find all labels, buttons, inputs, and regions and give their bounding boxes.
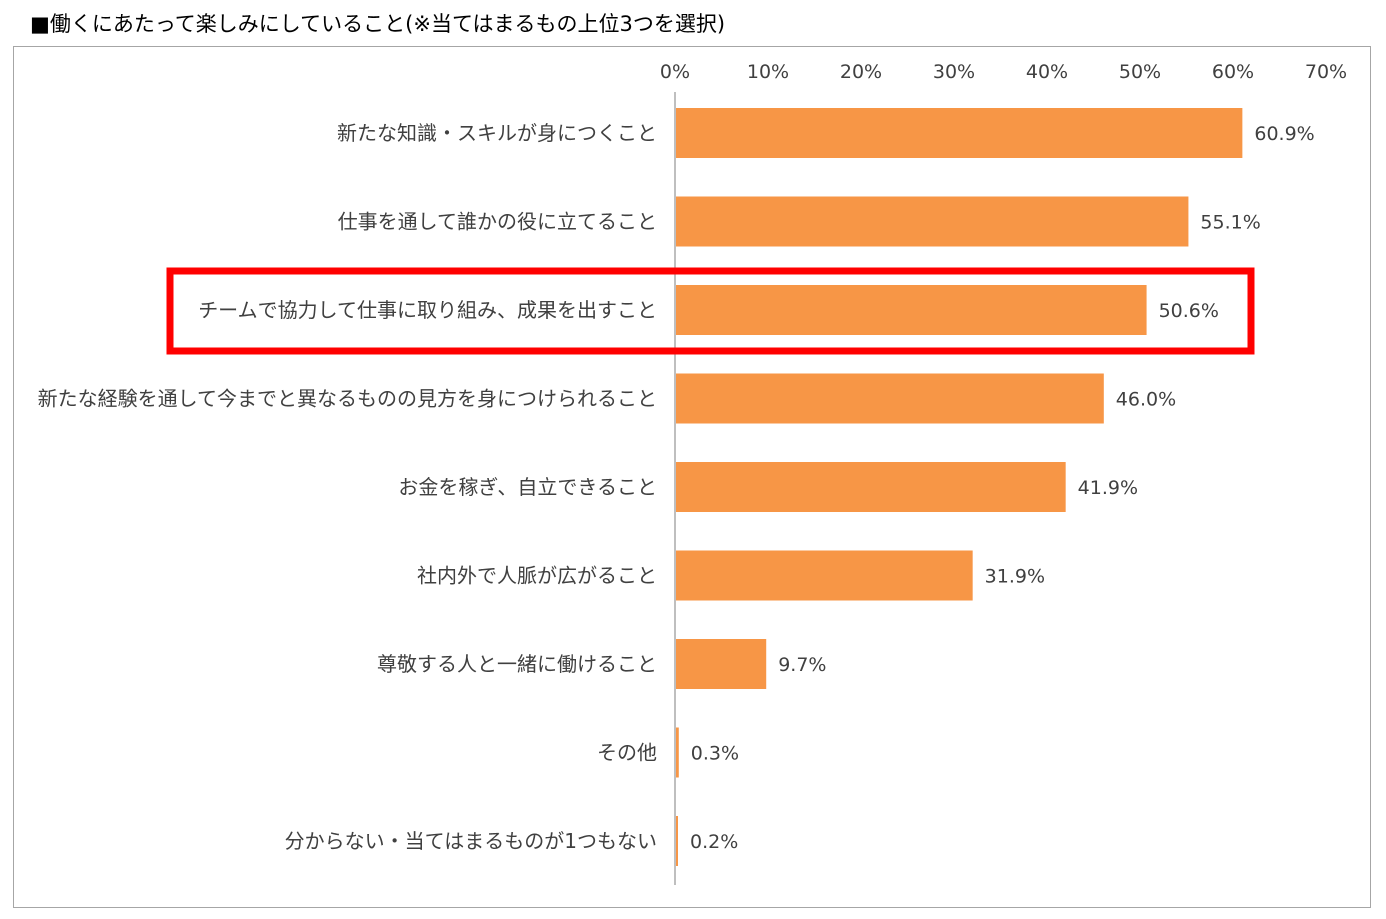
data-label: 60.9% (1254, 123, 1314, 145)
category-label: チームで協力して仕事に取り組み、成果を出すこと (198, 298, 657, 322)
data-label: 31.9% (985, 566, 1045, 588)
bar (676, 639, 767, 689)
bar (676, 462, 1066, 512)
bar (676, 108, 1243, 158)
category-label: 尊敬する人と一緒に働けること (377, 652, 657, 676)
category-label: 仕事を通して誰かの役に立てること (338, 210, 657, 234)
bar (676, 727, 679, 778)
data-label: 41.9% (1078, 477, 1138, 499)
x-tick-label: 0% (660, 61, 690, 83)
x-tick-label: 50% (1119, 61, 1161, 83)
data-label: 46.0% (1116, 389, 1176, 411)
x-tick-label: 20% (840, 61, 882, 83)
x-tick-label: 70% (1305, 61, 1347, 83)
data-label: 50.6% (1159, 300, 1219, 322)
bar (676, 373, 1104, 424)
x-tick-label: 40% (1026, 61, 1068, 83)
data-label: 9.7% (778, 654, 826, 676)
x-tick-label: 30% (933, 61, 975, 83)
chart-title: ■働くにあたって楽しみにしていること(※当てはまるもの上位3つを選択) (30, 12, 726, 36)
data-label: 0.3% (691, 743, 739, 765)
category-label: 新たな知識・スキルが身につくこと (337, 121, 657, 145)
x-tick-label: 60% (1212, 61, 1254, 83)
highlight-box (166, 267, 1255, 355)
bar (676, 550, 973, 601)
bar (676, 816, 678, 866)
category-label: 新たな経験を通して今までと異なるものの見方を身につけられること (38, 387, 657, 411)
category-label: 分からない・当てはまるものが1つもない (285, 829, 657, 853)
category-label: 社内外で人脈が広がること (417, 564, 657, 588)
x-tick-label: 10% (747, 61, 789, 83)
chart-frame (13, 46, 1371, 908)
data-label: 55.1% (1200, 212, 1260, 234)
category-label: その他 (597, 741, 657, 765)
bar (676, 196, 1189, 247)
category-label: お金を稼ぎ、自立できること (398, 475, 657, 499)
data-label: 0.2% (690, 831, 738, 853)
bar (676, 285, 1147, 335)
